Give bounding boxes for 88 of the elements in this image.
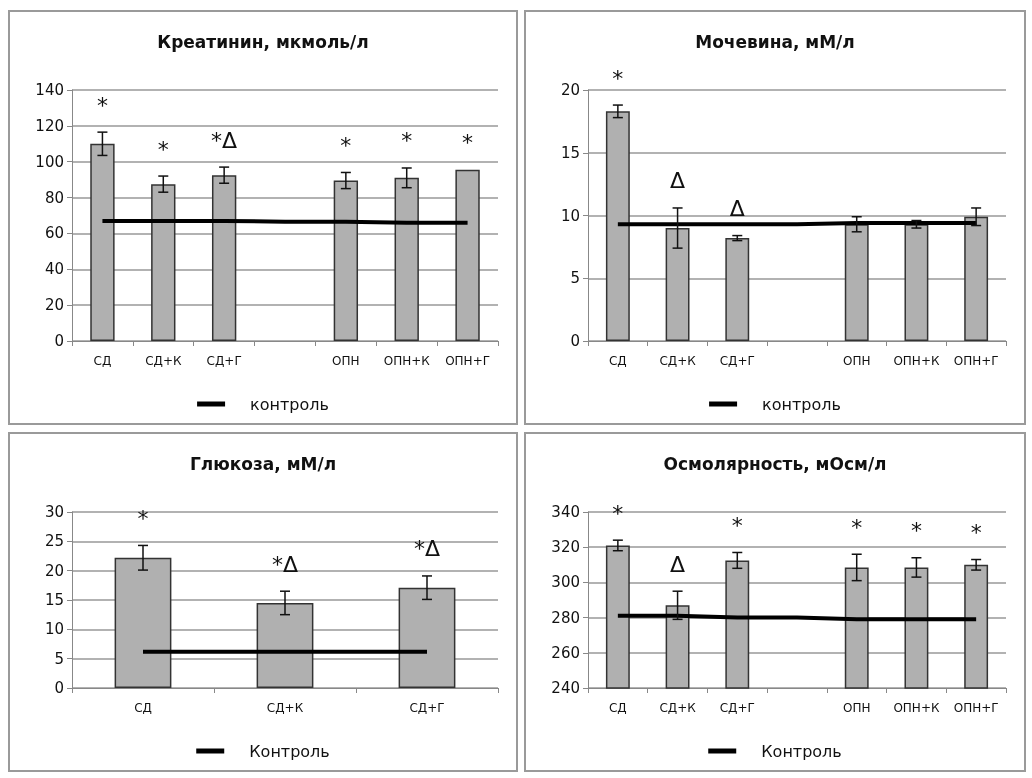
annotation: *Δ <box>271 551 299 577</box>
bar <box>211 175 237 341</box>
x-tick-label: СД+К <box>659 354 697 368</box>
x-tick-label: СД <box>134 701 152 715</box>
annotation: * <box>612 65 624 91</box>
annotation: * <box>910 518 922 544</box>
bar <box>256 602 314 688</box>
bar <box>151 184 176 341</box>
x-tick-label: СД+К <box>659 701 697 715</box>
annotation: Δ <box>729 196 745 222</box>
annotation: * <box>340 132 352 158</box>
annotation: * <box>851 514 863 540</box>
y-tick-label: 10 <box>44 620 64 639</box>
y-tick-label: 280 <box>551 608 580 627</box>
x-tick-label: ОПН <box>842 354 871 368</box>
y-tick-label: 30 <box>44 503 64 521</box>
x-tick-label: СД <box>608 354 627 368</box>
y-tick-label: 40 <box>44 260 64 279</box>
annotation: Δ <box>670 551 686 577</box>
y-tick-label: 60 <box>44 224 64 243</box>
y-tick-label: 15 <box>560 143 580 162</box>
bar <box>455 169 480 341</box>
x-tick-label: СД <box>608 701 627 715</box>
x-tick-label: СД+Г <box>409 701 445 715</box>
annotation: Δ <box>670 168 686 194</box>
annotation: * <box>612 500 624 526</box>
annotation: * <box>462 130 474 156</box>
y-tick-label: 20 <box>44 296 64 315</box>
y-tick-label: 15 <box>44 591 64 609</box>
bar <box>398 587 456 688</box>
bar <box>964 216 989 341</box>
legend-label: контроль <box>250 394 329 414</box>
x-tick-label: ОПН+Г <box>953 701 999 715</box>
legend-label: контроль <box>762 394 841 414</box>
legend-label: Контроль <box>249 741 330 761</box>
y-tick-label: 240 <box>551 679 580 697</box>
x-tick-label: ОПН+Г <box>953 354 999 368</box>
x-tick-label: ОПН+Г <box>445 354 491 368</box>
y-tick-label: 320 <box>551 538 580 557</box>
x-tick-label: ОПН+К <box>893 354 940 368</box>
y-tick-label: 300 <box>551 573 580 592</box>
x-tick-label: ОПН <box>332 354 360 368</box>
annotation: * <box>970 520 982 546</box>
bar <box>114 557 172 688</box>
annotation: * <box>401 128 413 154</box>
x-tick-label: СД+К <box>145 354 182 368</box>
x-tick-label: СД+Г <box>719 701 755 715</box>
annotation: * <box>157 136 169 162</box>
annotation: * <box>137 505 149 531</box>
y-tick-label: 120 <box>35 116 64 135</box>
x-tick-label: ОПН <box>842 701 871 715</box>
y-tick-label: 100 <box>35 152 64 171</box>
annotation: * <box>731 512 743 538</box>
bar <box>605 111 630 341</box>
bar <box>665 228 690 341</box>
annotation: *Δ <box>211 127 238 153</box>
y-tick-label: 80 <box>44 188 64 207</box>
x-tick-label: ОПН+К <box>383 354 431 368</box>
x-tick-label: ОПН+К <box>893 701 940 715</box>
y-tick-label: 0 <box>54 332 64 350</box>
y-tick-label: 0 <box>570 332 580 350</box>
bar <box>844 224 869 341</box>
y-tick-label: 5 <box>54 649 64 668</box>
y-tick-label: 140 <box>35 81 64 99</box>
y-tick-label: 340 <box>551 503 580 521</box>
bar <box>904 224 929 341</box>
chart-title: Креатинин, мкмоль/л <box>157 31 369 52</box>
y-tick-label: 20 <box>560 81 580 99</box>
y-tick-label: 20 <box>44 561 64 580</box>
chart-title: Осмолярность, мОсм/л <box>663 453 887 474</box>
x-tick-label: СД+К <box>266 701 304 715</box>
chart-title: Глюкоза, мМ/л <box>189 453 337 474</box>
bar <box>394 177 419 341</box>
y-tick-label: 0 <box>54 679 64 697</box>
y-tick-label: 10 <box>560 206 580 225</box>
y-tick-label: 25 <box>44 532 64 551</box>
annotation: *Δ <box>413 536 441 562</box>
chart-title: Мочевина, мМ/л <box>695 31 855 52</box>
y-tick-label: 5 <box>570 269 580 288</box>
x-tick-label: СД <box>93 354 112 368</box>
x-tick-label: СД+Г <box>206 354 242 368</box>
bar <box>90 143 115 341</box>
annotation: * <box>96 92 108 118</box>
y-tick-label: 260 <box>551 643 580 662</box>
x-tick-label: СД+Г <box>719 354 755 368</box>
legend-label: Контроль <box>761 741 842 761</box>
bar <box>333 180 359 341</box>
bar <box>725 238 750 341</box>
